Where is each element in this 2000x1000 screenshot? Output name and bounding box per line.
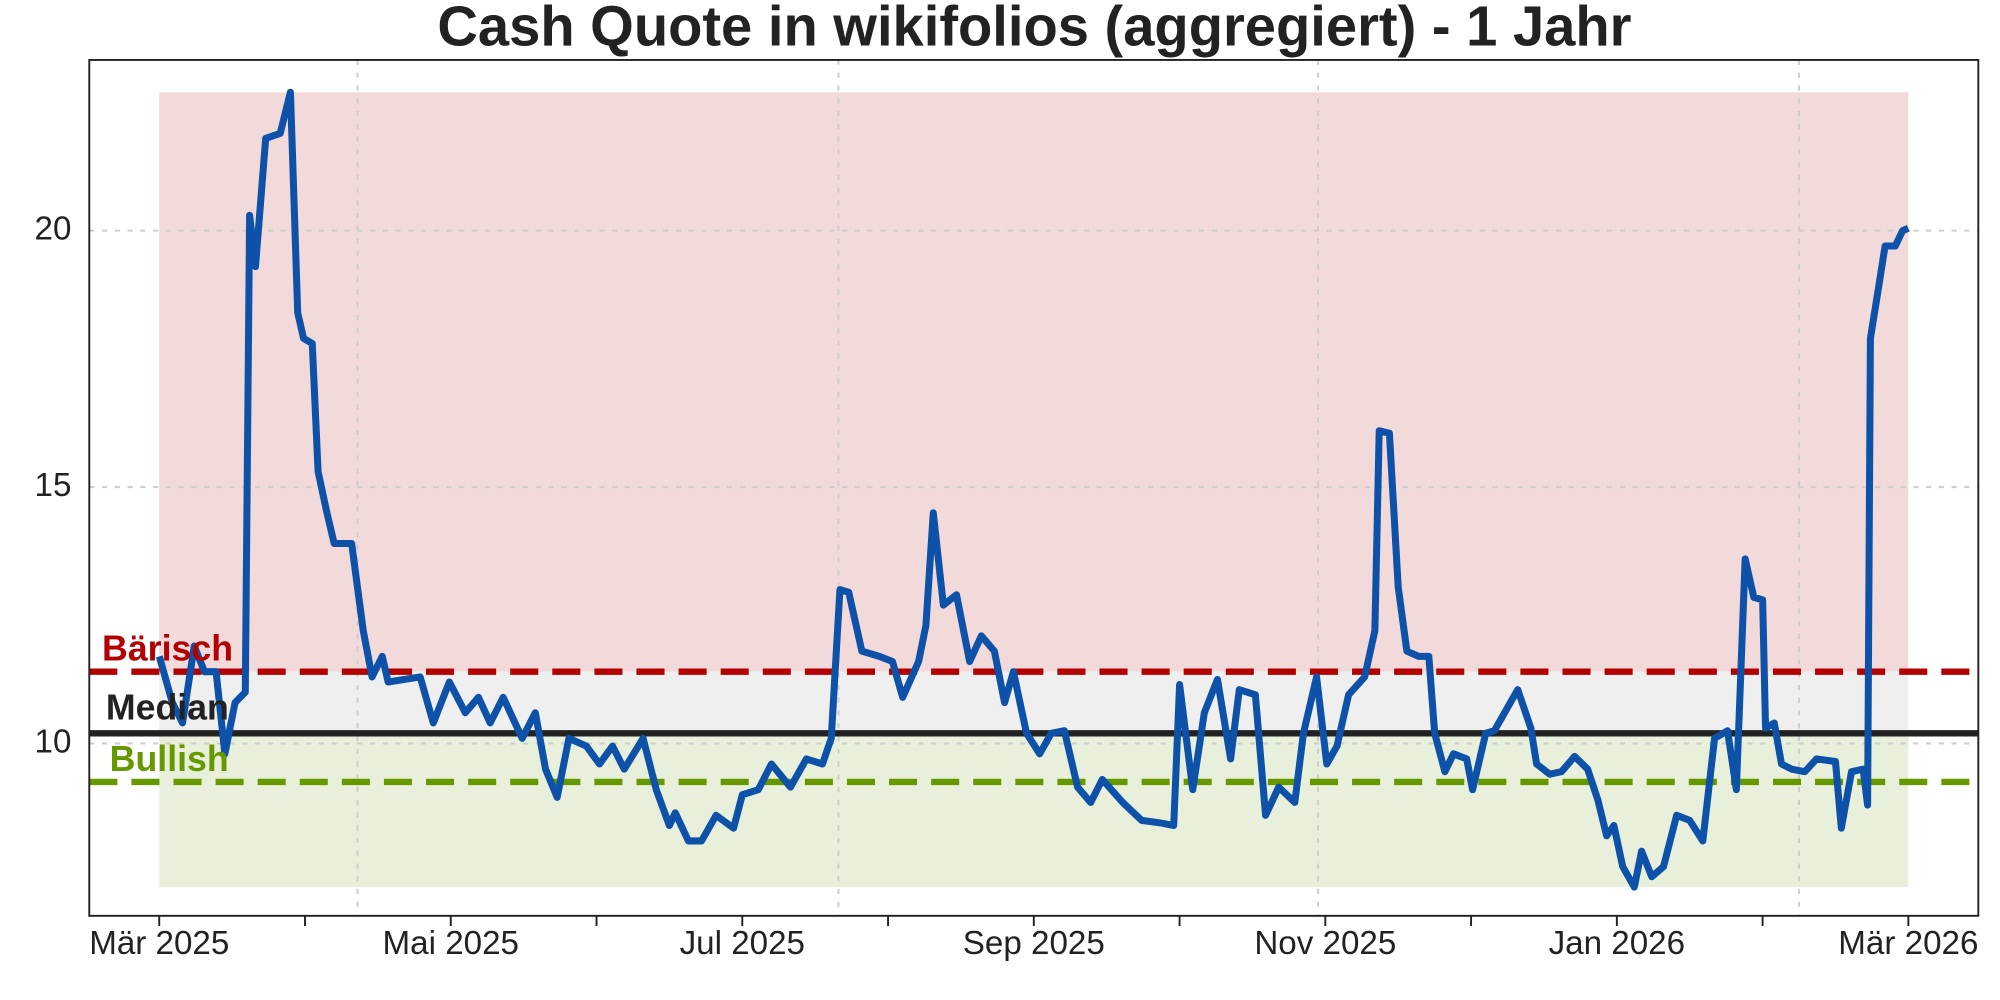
plot-frame — [88, 58, 1980, 917]
reference-label: Median — [106, 688, 229, 728]
chart-title: Cash Quote in wikifolios (aggregiert) - … — [437, 0, 1631, 57]
x-tick-label: Mär 2026 — [1838, 925, 1978, 962]
y-tick-label: 10 — [35, 723, 72, 760]
x-tick-label: Mär 2025 — [89, 925, 229, 962]
x-tick-label: Jul 2025 — [680, 925, 805, 962]
x-tick-label: Jan 2026 — [1549, 925, 1685, 962]
reference-label: Bullish — [110, 739, 229, 779]
zone-band — [159, 733, 1909, 888]
y-tick-label: 15 — [35, 467, 72, 504]
x-tick-label: Nov 2025 — [1254, 925, 1396, 962]
y-tick-label: 20 — [35, 210, 72, 247]
reference-label: Bärisch — [102, 629, 233, 669]
x-tick-label: Sep 2025 — [963, 925, 1105, 962]
data-line — [155, 88, 1910, 891]
x-tick-label: Mai 2025 — [383, 925, 519, 962]
zone-band — [159, 92, 1909, 672]
